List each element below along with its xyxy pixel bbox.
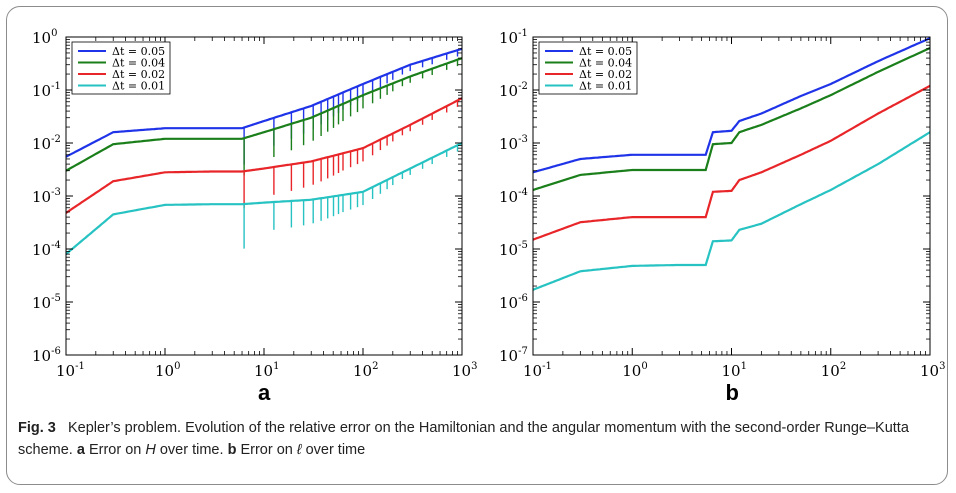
chart-panel-a: 10-1 100 101 102 103 10-6 10-5 10-4 10-3 10-2 10-1… (32, 28, 477, 405)
x-tick-label: 100 (622, 361, 647, 380)
series-line-4 (533, 131, 930, 291)
caption-text-b2: over time (301, 442, 366, 458)
figure-charts: 10-1 100 101 102 10310-610-510-410-310-210-1… (32, 28, 945, 405)
caption-label-b: b (227, 442, 237, 458)
x-tick-label: 101 (254, 361, 279, 380)
series-line-3 (533, 84, 930, 241)
legend-entry: Δt = 0.05 (112, 45, 165, 58)
panel-label: a (258, 380, 271, 405)
figure-caption: Fig. 3 Kepler’s problem. Evolution of th… (18, 417, 938, 461)
series-line-4 (66, 142, 462, 255)
y-tick-label: 10-6 (32, 346, 61, 365)
legend-entry: Δt = 0.01 (112, 80, 165, 93)
caption-text-b: Error on (236, 442, 297, 458)
y-tick-label: 10-7 (499, 346, 528, 365)
y-tick-label: 10-6 (499, 293, 528, 312)
y-tick-label: 10-5 (32, 293, 61, 312)
y-tick-label: 10-4 (32, 240, 61, 259)
y-tick-label: 10-3 (32, 187, 61, 206)
y-tick-label: 10-1 (32, 81, 61, 100)
caption-text-a2: over time. (155, 442, 228, 458)
y-tick-label: 10-2 (499, 81, 528, 100)
legend-entry: Δt = 0.02 (112, 68, 165, 81)
x-tick-label: 102 (353, 361, 378, 380)
x-tick-label: 10-1 (56, 361, 85, 380)
legend-entry: Δt = 0.04 (579, 57, 632, 70)
y-tick-label: 10-4 (499, 187, 528, 206)
caption-var-b: ℓ (296, 442, 302, 458)
caption-var-a: H (145, 442, 156, 458)
legend-entry: Δt = 0.01 (579, 80, 632, 93)
x-tick-label: 102 (821, 361, 846, 380)
caption-label-a: a (76, 442, 85, 458)
panel-label: b (726, 380, 739, 405)
caption-text: Kepler’s problem. Evolution of the relat… (18, 420, 909, 458)
legend-entry: Δt = 0.04 (112, 57, 165, 70)
chart-panel-b: 10-1 100 101 102 103 10-7 10-6 10-5 10-4 10-3 10-2… (499, 28, 945, 405)
y-tick-label: 10-2 (32, 134, 61, 153)
y-tick-label: 10-5 (499, 240, 528, 259)
series-line-2 (533, 46, 930, 192)
y-tick-label: 10-3 (499, 134, 528, 153)
series-line-3 (66, 97, 462, 214)
x-tick-label: 103 (452, 361, 477, 380)
caption-fig-label: Fig. 3 (18, 420, 56, 436)
series-line-1 (533, 37, 930, 174)
x-tick-label: 103 (920, 361, 945, 380)
y-tick-label: 100 (32, 28, 57, 47)
legend-entry: Δt = 0.05 (579, 45, 632, 58)
x-tick-label: 10-1 (523, 361, 552, 380)
legend-entry: Δt = 0.02 (579, 68, 632, 81)
x-tick-label: 100 (155, 361, 180, 380)
y-tick-label: 10-1 (499, 28, 528, 47)
x-tick-label: 101 (722, 361, 747, 380)
caption-text-a: Error on (84, 442, 146, 458)
